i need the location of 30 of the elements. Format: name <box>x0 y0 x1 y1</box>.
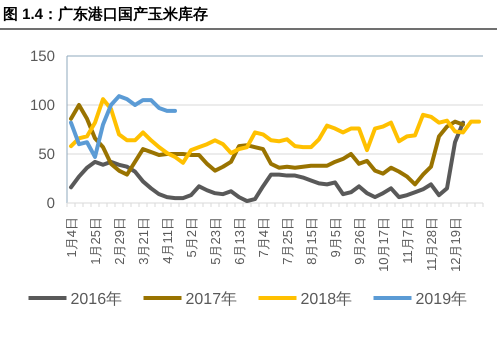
x-tick-label: 9月5日 <box>328 217 343 258</box>
x-tick-label: 9月26日 <box>352 217 367 265</box>
line-series <box>69 120 465 204</box>
x-tick-label: 1月25日 <box>88 217 103 265</box>
x-tick-label: 5月2日 <box>184 217 199 258</box>
line-series <box>69 97 481 165</box>
y-tick-label: 50 <box>38 146 55 163</box>
x-tick-label: 11月7日 <box>400 217 415 264</box>
x-tick-label: 7月4日 <box>256 217 271 258</box>
x-tick-label: 4月11日 <box>160 217 175 264</box>
x-tick-label: 3月21日 <box>136 217 151 265</box>
x-tick-label: 2月29日 <box>112 217 127 265</box>
line-series <box>69 94 177 159</box>
y-tick-label: 100 <box>30 97 55 114</box>
x-tick-label: 7月25日 <box>280 217 295 265</box>
x-tick-label: 12月19日 <box>448 217 463 272</box>
y-tick-label: 0 <box>46 195 55 212</box>
legend-label: 2016年 <box>70 291 122 308</box>
x-tick-label: 1月4日 <box>64 217 79 258</box>
y-tick-label: 150 <box>30 48 55 65</box>
x-tick-label: 6月13日 <box>232 217 247 265</box>
chart-title: 图 1.4：广东港口国产玉米库存 <box>3 5 208 23</box>
legend-label: 2019年 <box>416 291 468 308</box>
legend-label: 2017年 <box>186 291 238 308</box>
x-tick-label: 5月23日 <box>208 217 223 265</box>
x-tick-label: 8月15日 <box>304 217 319 265</box>
x-tick-label: 11月28日 <box>424 217 439 271</box>
line-series <box>69 103 465 186</box>
legend-label: 2018年 <box>300 291 352 308</box>
x-tick-label: 10月17日 <box>376 217 391 272</box>
